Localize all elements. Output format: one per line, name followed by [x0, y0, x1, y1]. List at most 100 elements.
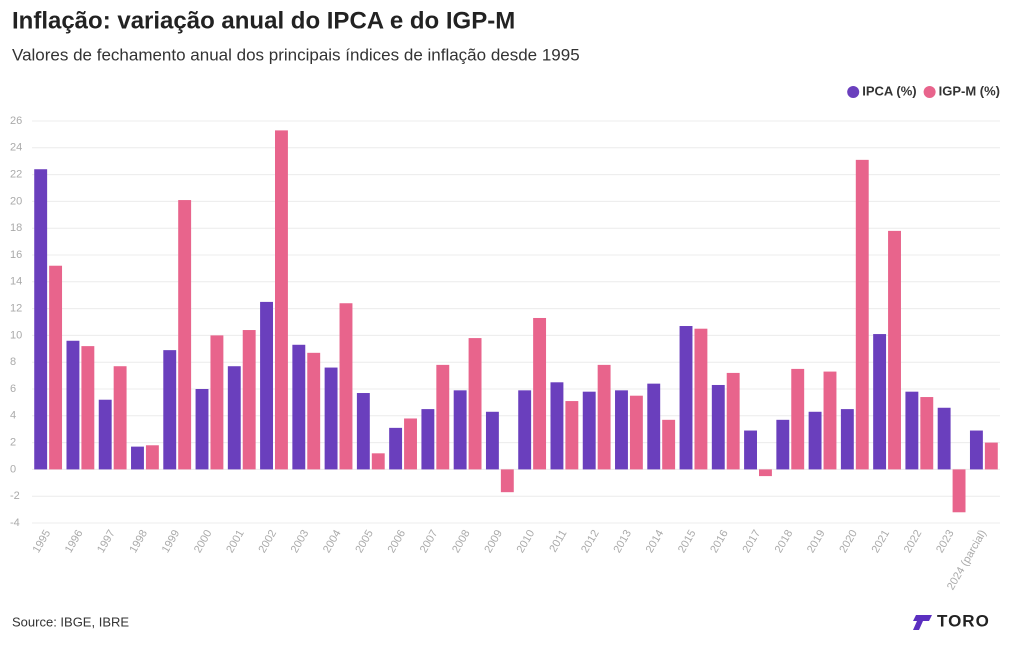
bar: [855, 159, 869, 470]
y-tick-label: 2: [10, 437, 16, 449]
x-tick-label: 2005: [353, 528, 376, 555]
bar: [969, 430, 983, 470]
legend-label: IGP-M (%): [939, 83, 1000, 98]
y-tick-label: -4: [10, 517, 20, 529]
y-tick-label: 14: [10, 276, 22, 288]
x-tick-label: 2022: [902, 528, 925, 555]
bar: [565, 401, 579, 470]
bar: [34, 169, 48, 470]
bar: [550, 382, 564, 470]
bar: [840, 409, 854, 470]
x-tick-label: 2015: [676, 528, 699, 555]
bar: [49, 265, 63, 470]
bar: [952, 469, 966, 513]
x-tick-label: 2009: [482, 528, 505, 555]
bar: [436, 364, 450, 470]
bar: [518, 390, 532, 470]
bar: [937, 407, 951, 470]
x-tick-label: 1999: [160, 528, 183, 555]
x-tick-label: 2017: [740, 528, 763, 555]
y-tick-label: 10: [10, 329, 22, 341]
bar: [582, 391, 596, 470]
bar: [453, 390, 467, 470]
bar: [711, 384, 725, 470]
bar: [210, 335, 224, 470]
bar: [371, 453, 385, 470]
bar: [113, 366, 127, 470]
bar: [662, 419, 676, 470]
y-tick-label: 12: [10, 303, 22, 315]
y-tick-label: 26: [10, 115, 22, 127]
bar: [468, 338, 482, 470]
bar: [873, 334, 887, 470]
bar: [808, 411, 822, 470]
x-tick-label: 1995: [31, 528, 54, 555]
y-tick-label: 16: [10, 249, 22, 261]
bar: [242, 330, 256, 470]
bar: [694, 328, 708, 470]
x-tick-label: 2010: [515, 528, 538, 555]
bar: [178, 200, 192, 470]
y-tick-label: 22: [10, 169, 22, 181]
x-tick-label: 2014: [644, 528, 667, 555]
bar: [485, 411, 499, 470]
bar: [759, 469, 772, 477]
x-tick-label: 2016: [708, 528, 731, 555]
chart-subtitle: Valores de fechamento anual dos principa…: [12, 45, 580, 64]
bar: [744, 430, 757, 470]
bar: [823, 371, 837, 470]
bar: [920, 397, 934, 470]
y-tick-label: 18: [10, 222, 22, 234]
bar: [679, 326, 693, 470]
bar: [356, 393, 370, 470]
x-tick-label: 2007: [418, 528, 441, 555]
bar: [324, 367, 338, 470]
bar: [66, 340, 80, 470]
bar: [292, 344, 306, 470]
bar: [421, 409, 435, 470]
y-tick-label: 24: [10, 142, 22, 154]
x-tick-label: 2004: [321, 528, 344, 555]
bar: [81, 346, 95, 470]
bar: [984, 442, 998, 470]
bar: [629, 395, 643, 470]
bar: [163, 350, 177, 470]
x-tick-label: 2020: [837, 528, 860, 555]
bar: [776, 419, 790, 470]
y-tick-label: -2: [10, 490, 20, 502]
y-tick-label: 4: [10, 410, 16, 422]
y-tick-label: 6: [10, 383, 16, 395]
bar: [888, 230, 901, 470]
x-tick-label: 2006: [386, 528, 409, 555]
x-tick-label: 2001: [224, 528, 247, 555]
x-tick-label: 2013: [611, 528, 634, 555]
x-tick-label: 2000: [192, 528, 215, 555]
x-tick-label: 2008: [450, 528, 473, 555]
x-tick-label: 2019: [805, 528, 828, 555]
x-tick-label: 2021: [870, 528, 893, 555]
brand: TORO: [937, 611, 990, 630]
chart-title: Inflação: variação anual do IPCA e do IG…: [12, 7, 515, 34]
x-tick-label: 2023: [934, 528, 957, 555]
x-tick-label: 2011: [547, 528, 569, 554]
legend-swatch: [923, 86, 936, 98]
bar: [339, 303, 353, 470]
x-tick-label: 1996: [63, 528, 86, 555]
x-tick-label: 1998: [127, 528, 150, 555]
legend-label: IPCA (%): [862, 83, 916, 98]
bar: [647, 383, 661, 470]
y-tick-label: 0: [10, 463, 16, 475]
source: Source: IBGE, IBRE: [12, 614, 129, 629]
y-tick-label: 20: [10, 195, 22, 207]
brand-icon: [913, 615, 932, 630]
bar: [791, 368, 805, 470]
x-tick-label: 2002: [256, 528, 279, 555]
x-tick-label: 2012: [579, 528, 602, 555]
bar: [195, 389, 209, 470]
bar: [275, 130, 288, 470]
bar: [227, 366, 241, 470]
bar: [500, 469, 514, 493]
x-tick-label: 1997: [95, 528, 118, 555]
y-tick-label: 8: [10, 356, 16, 368]
